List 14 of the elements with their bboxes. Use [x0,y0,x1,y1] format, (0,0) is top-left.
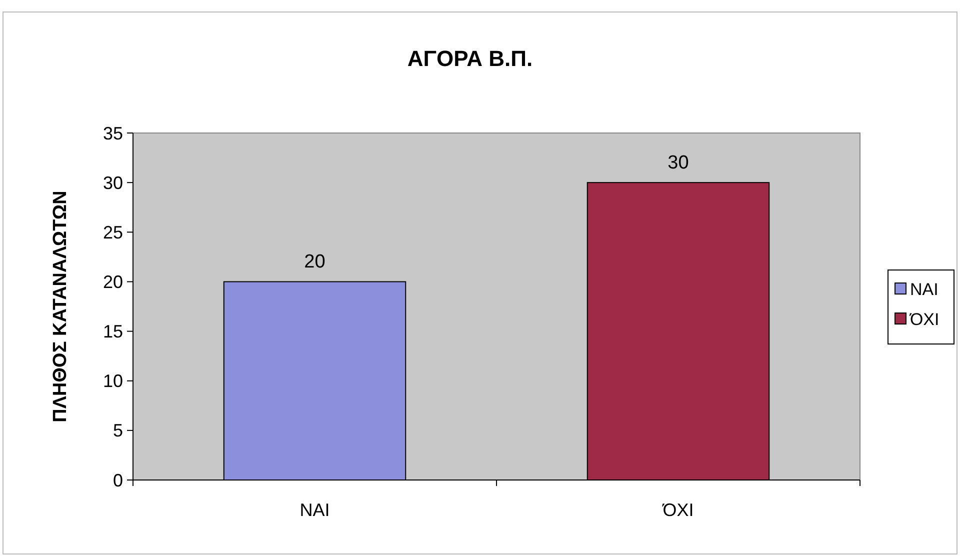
y-axis-title: ΠΛΗΘΟΣ ΚΑΤΑΝΑΛΩΤΩΝ [50,190,71,422]
y-tick-label: 15 [102,322,123,342]
y-tick-label: 20 [102,272,123,292]
y-tick-label: 10 [102,371,123,392]
y-tick-label: 30 [102,172,123,193]
chart-title: ΑΓΟΡΑ Β.Π. [407,46,533,71]
legend-label: ΝΑΙ [910,280,938,299]
y-tick-label: 0 [112,470,123,490]
y-tick-label: 35 [102,123,123,144]
legend-label: ΌΧΙ [909,310,940,329]
data-label: 20 [304,252,326,273]
data-label: 30 [668,152,689,174]
y-tick-label: 25 [102,222,123,242]
y-tick-label: 5 [112,420,123,441]
